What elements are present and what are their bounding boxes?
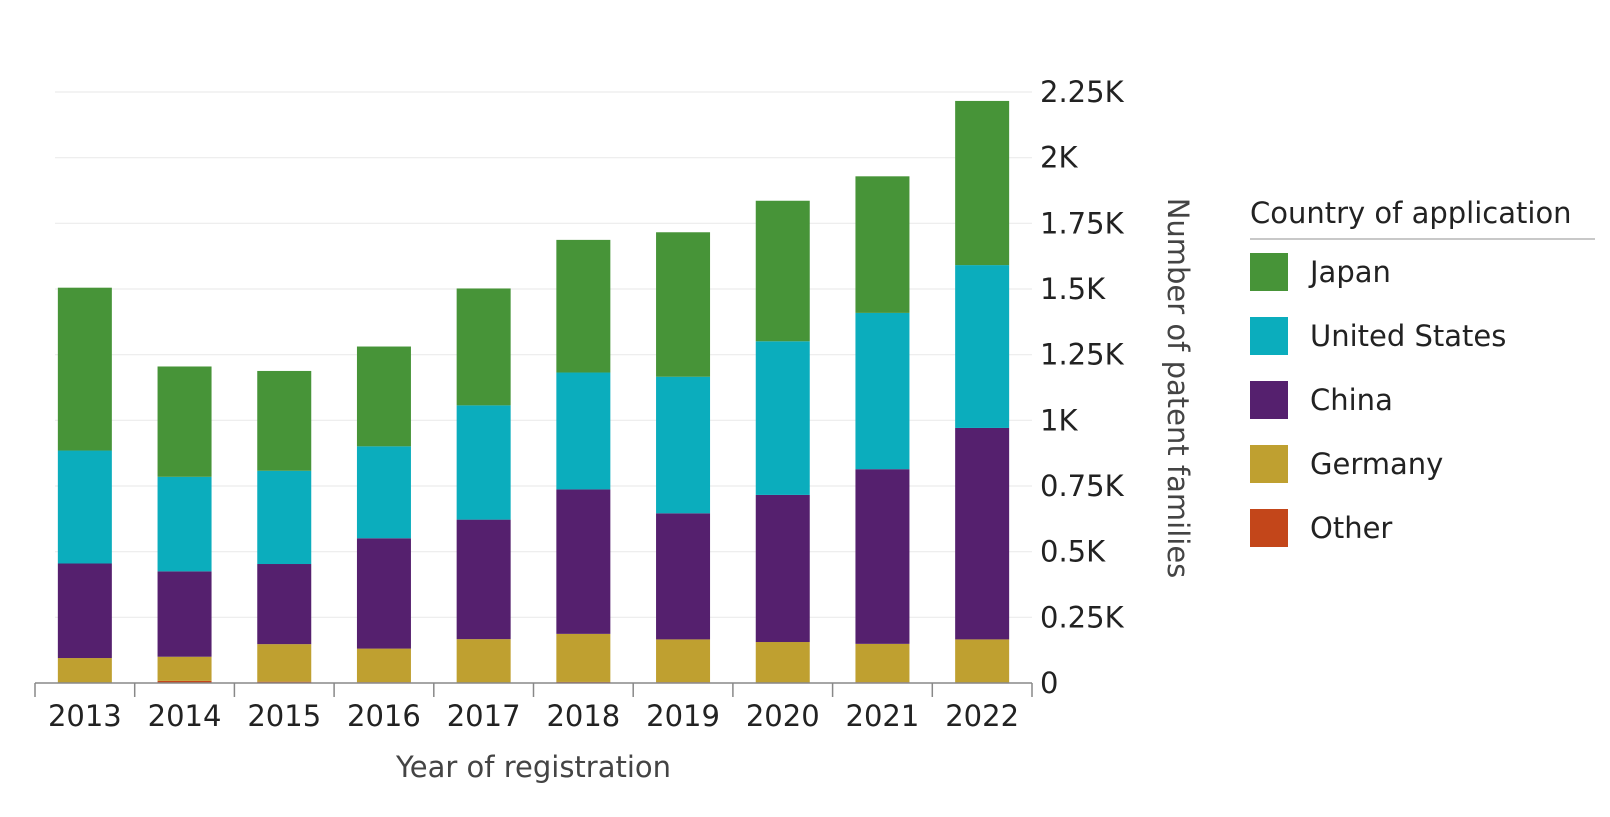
bar-segment-japan-2020 xyxy=(755,200,810,342)
bar-segment-japan-2021 xyxy=(855,176,910,313)
bar-stacks xyxy=(57,100,1010,684)
bar-segment-japan-2015 xyxy=(257,370,312,471)
x-tick-label: 2013 xyxy=(48,699,122,733)
x-tick-label: 2019 xyxy=(646,699,720,733)
bar-segment-china-2016 xyxy=(356,538,411,649)
x-tick-label: 2016 xyxy=(347,699,421,733)
bar-segment-japan-2022 xyxy=(955,100,1010,266)
y-tick-label: 1.25K xyxy=(1040,338,1125,372)
legend-label-other: Other xyxy=(1310,511,1393,545)
bar-segment-germany-2021 xyxy=(855,643,910,683)
bar-segment-united-states-2017 xyxy=(456,405,511,520)
x-tick-label: 2018 xyxy=(546,699,620,733)
bar-segment-china-2022 xyxy=(955,427,1010,640)
y-tick-label: 1.75K xyxy=(1040,206,1125,240)
bar-segment-china-2014 xyxy=(157,571,212,657)
legend-label-japan: Japan xyxy=(1310,255,1391,289)
legend-swatch-china xyxy=(1250,381,1288,419)
bar-segment-germany-2013 xyxy=(57,658,112,683)
legend: Country of application Japan United Stat… xyxy=(1250,196,1595,560)
y-tick-label: 1K xyxy=(1040,403,1078,437)
legend-item-china[interactable]: China xyxy=(1250,368,1595,432)
x-tick-label: 2022 xyxy=(945,699,1019,733)
legend-swatch-japan xyxy=(1250,253,1288,291)
bar-segment-japan-2019 xyxy=(656,232,711,377)
y-tick-label: 2.25K xyxy=(1040,75,1125,109)
x-tick-label: 2021 xyxy=(846,699,920,733)
legend-item-other[interactable]: Other xyxy=(1250,496,1595,560)
bar-segment-germany-2017 xyxy=(456,639,511,683)
x-axis-title: Year of registration xyxy=(395,750,671,784)
x-tick-label: 2014 xyxy=(148,699,222,733)
legend-swatch-other xyxy=(1250,509,1288,547)
bar-segment-united-states-2021 xyxy=(855,312,910,470)
bar-segment-germany-2016 xyxy=(356,648,411,683)
x-tick-label: 2017 xyxy=(447,699,521,733)
legend-title: Country of application xyxy=(1250,196,1595,240)
y-tick-label: 0.25K xyxy=(1040,600,1125,634)
gridlines xyxy=(55,91,1032,618)
bar-segment-china-2015 xyxy=(257,564,312,645)
y-axis-title: Number of patent families xyxy=(1161,198,1195,579)
legend-label-germany: Germany xyxy=(1310,447,1444,481)
bar-segment-united-states-2013 xyxy=(57,450,112,564)
y-tick-label: 0 xyxy=(1040,666,1058,700)
bar-segment-china-2020 xyxy=(755,494,810,643)
x-tick-label: 2020 xyxy=(746,699,820,733)
y-tick-label: 0.5K xyxy=(1040,535,1106,569)
bar-segment-japan-2017 xyxy=(456,288,511,406)
legend-label-united-states: United States xyxy=(1310,319,1507,353)
bar-segment-china-2021 xyxy=(855,469,910,644)
bar-segment-china-2017 xyxy=(456,519,511,640)
y-tick-label: 0.75K xyxy=(1040,469,1125,503)
bar-segment-germany-2019 xyxy=(656,639,711,683)
legend-swatch-united-states xyxy=(1250,317,1288,355)
bar-segment-china-2013 xyxy=(57,563,112,659)
bar-segment-japan-2013 xyxy=(57,287,112,451)
bar-segment-united-states-2015 xyxy=(257,470,312,565)
y-axis: 0 0.25K 0.5K 0.75K 1K 1.25K 1.5K 1.75K 2K 2.25K xyxy=(1040,75,1125,700)
bar-segment-china-2018 xyxy=(556,489,611,634)
legend-swatch-germany xyxy=(1250,445,1288,483)
bar-segment-germany-2020 xyxy=(755,642,810,683)
bar-segment-united-states-2019 xyxy=(656,376,711,514)
legend-item-japan[interactable]: Japan xyxy=(1250,240,1595,304)
bar-segment-japan-2018 xyxy=(556,239,611,373)
bar-segment-germany-2022 xyxy=(955,639,1010,683)
bar-segment-china-2019 xyxy=(656,513,711,640)
legend-item-united-states[interactable]: United States xyxy=(1250,304,1595,368)
bar-segment-other-2014 xyxy=(157,680,212,683)
bar-segment-united-states-2020 xyxy=(755,341,810,495)
legend-label-china: China xyxy=(1310,383,1393,417)
x-tick-label: 2015 xyxy=(247,699,321,733)
y-tick-label: 2K xyxy=(1040,141,1078,175)
x-axis: 2013 2014 2015 2016 2017 2018 2019 2020 2021 2022 xyxy=(34,682,1033,733)
bar-segment-united-states-2016 xyxy=(356,446,411,539)
bar-segment-japan-2014 xyxy=(157,366,212,477)
bar-segment-germany-2014 xyxy=(157,656,212,681)
legend-item-germany[interactable]: Germany xyxy=(1250,432,1595,496)
bar-segment-germany-2018 xyxy=(556,633,611,682)
bar-segment-germany-2015 xyxy=(257,644,312,682)
y-tick-label: 1.5K xyxy=(1040,272,1106,306)
bar-segment-japan-2016 xyxy=(356,346,411,447)
bar-segment-united-states-2014 xyxy=(157,476,212,572)
bar-segment-united-states-2018 xyxy=(556,372,611,490)
bar-segment-united-states-2022 xyxy=(955,265,1010,428)
